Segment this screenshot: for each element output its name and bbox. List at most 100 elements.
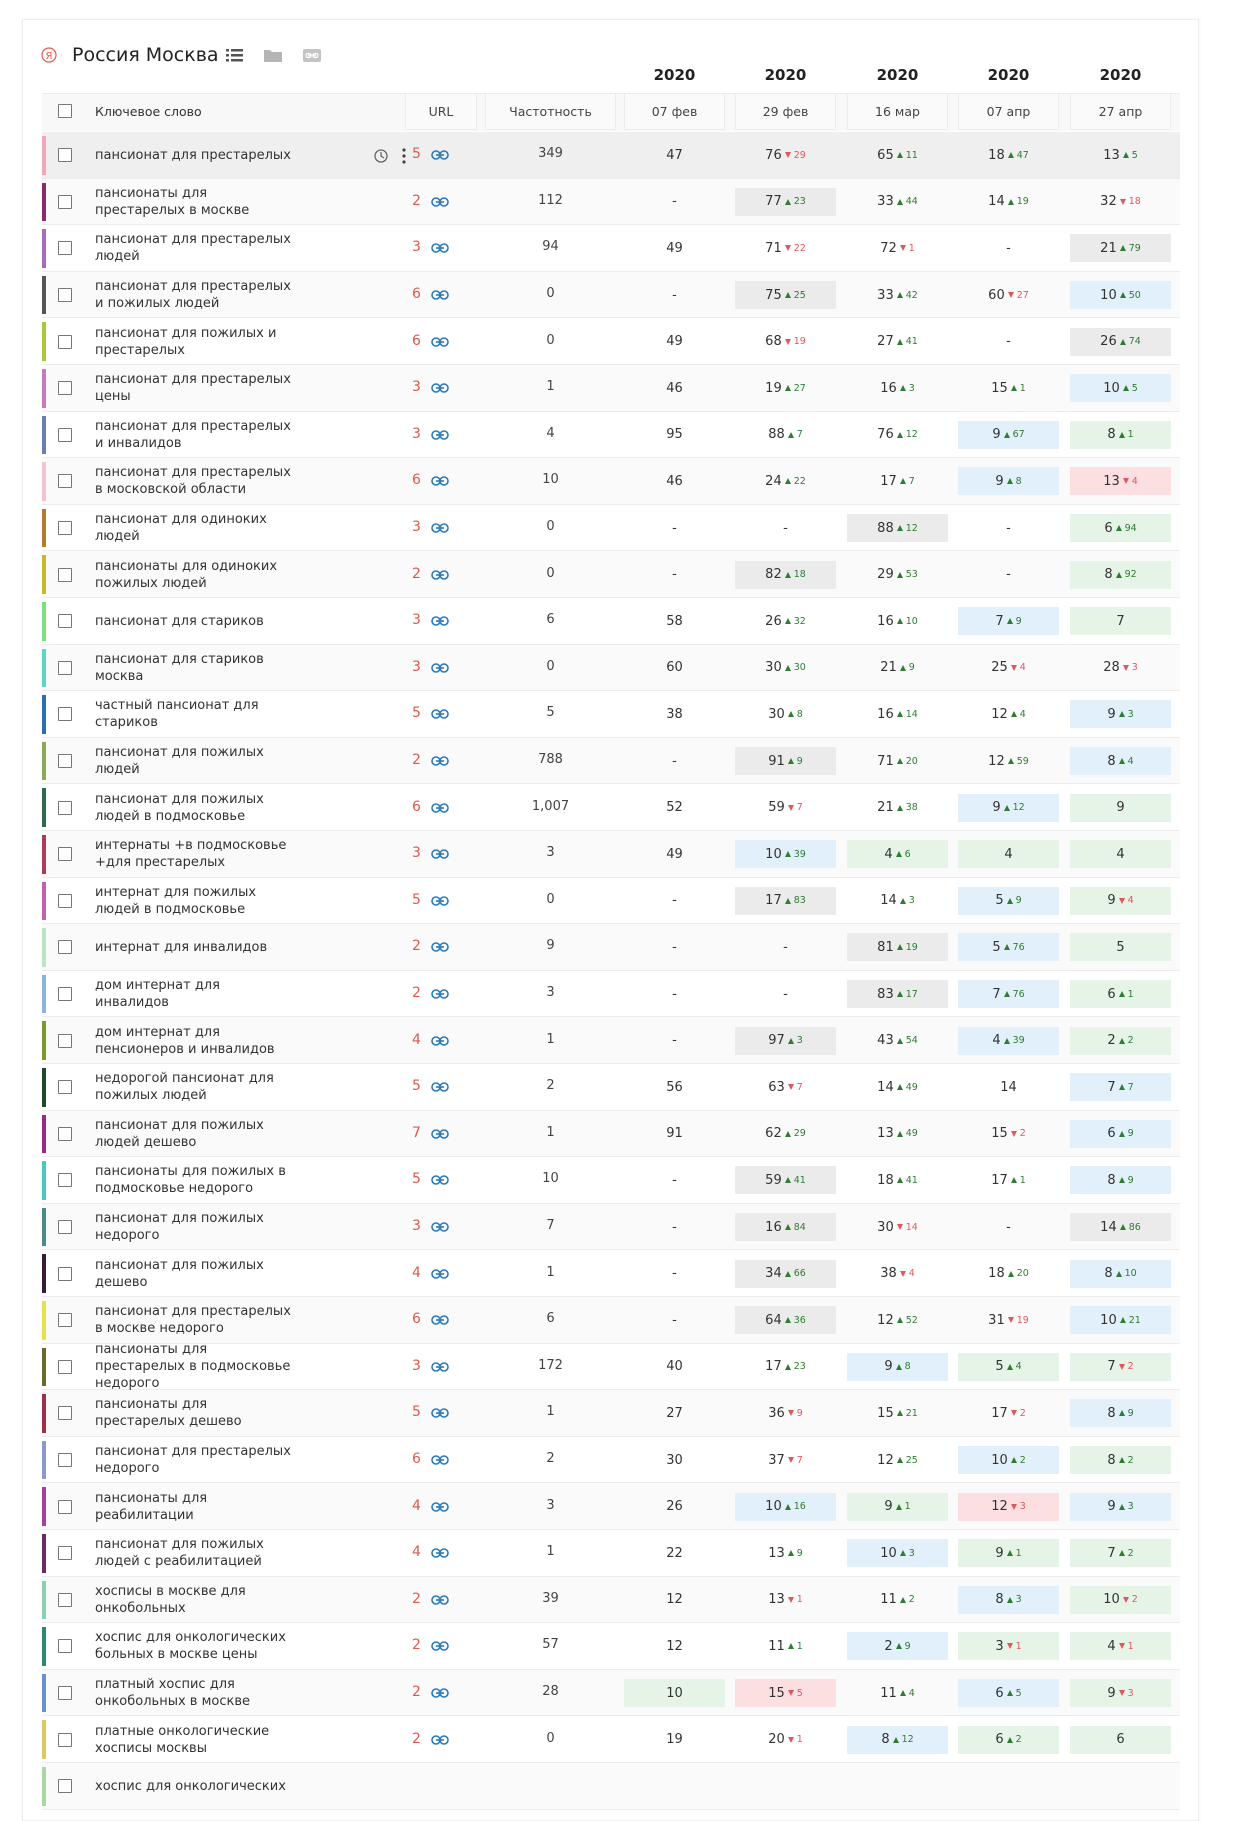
table-row[interactable]: пансионат для престарелых 5 349 47 76 29 65 11 1… bbox=[42, 132, 1180, 179]
url-count[interactable]: 5 bbox=[412, 891, 421, 908]
row-checkbox[interactable] bbox=[58, 521, 72, 536]
url-count[interactable]: 4 bbox=[412, 1497, 421, 1514]
link-icon[interactable] bbox=[431, 1501, 449, 1513]
link-icon[interactable] bbox=[431, 662, 449, 674]
frequency-header[interactable]: Частотность bbox=[485, 93, 616, 130]
table-row[interactable]: интернат для инвалидов 2 9 - - 81 19 5 76 5 bbox=[42, 924, 1180, 971]
date-header[interactable]: 16 мар bbox=[847, 93, 948, 130]
url-count[interactable]: 5 bbox=[412, 1078, 421, 1095]
table-row[interactable]: пансионаты для реабилитации 4 3 26 10 16 9 1 12 3… bbox=[42, 1483, 1180, 1530]
table-row[interactable]: пансионат для престарелых цены 3 1 46 19 27 16… bbox=[42, 365, 1180, 412]
link-icon[interactable] bbox=[431, 895, 449, 907]
table-row[interactable]: дом интернат для инвалидов 2 3 - - 83 17 7 76 6 1 bbox=[42, 970, 1180, 1018]
url-count[interactable]: 3 bbox=[412, 845, 421, 862]
row-checkbox[interactable] bbox=[58, 1266, 72, 1281]
table-row[interactable]: пансионат для пожилых и престарелых 6 0 49 6… bbox=[42, 318, 1180, 365]
url-count[interactable]: 3 bbox=[412, 1357, 421, 1374]
row-checkbox[interactable] bbox=[58, 474, 72, 489]
row-checkbox[interactable] bbox=[58, 847, 72, 862]
link-icon[interactable] bbox=[431, 941, 449, 953]
row-checkbox[interactable] bbox=[58, 1499, 72, 1514]
row-checkbox[interactable] bbox=[58, 148, 72, 163]
row-checkbox[interactable] bbox=[58, 1126, 72, 1141]
url-count[interactable]: 6 bbox=[412, 1451, 421, 1468]
url-count[interactable]: 3 bbox=[412, 1218, 421, 1235]
link-icon[interactable] bbox=[431, 1594, 449, 1606]
row-checkbox[interactable] bbox=[58, 381, 72, 396]
date-header[interactable]: 27 апр bbox=[1070, 93, 1171, 130]
url-count[interactable]: 2 bbox=[412, 985, 421, 1002]
url-count[interactable]: 2 bbox=[412, 1684, 421, 1701]
url-count[interactable]: 2 bbox=[412, 565, 421, 582]
row-checkbox[interactable] bbox=[58, 614, 72, 629]
url-count[interactable]: 5 bbox=[412, 1171, 421, 1188]
url-count[interactable]: 3 bbox=[412, 612, 421, 629]
link-icon[interactable] bbox=[431, 475, 449, 487]
url-count[interactable]: 3 bbox=[412, 425, 421, 442]
table-row[interactable]: пансионаты для пожилых в подмосковье нед… bbox=[42, 1157, 1180, 1204]
url-count[interactable]: 2 bbox=[412, 192, 421, 209]
row-checkbox[interactable] bbox=[58, 1639, 72, 1654]
url-header[interactable]: URL bbox=[405, 93, 477, 130]
row-checkbox[interactable] bbox=[58, 1453, 72, 1468]
link-icon[interactable] bbox=[431, 1314, 449, 1326]
url-count[interactable]: 3 bbox=[412, 519, 421, 536]
link-icon[interactable] bbox=[431, 1687, 449, 1699]
row-checkbox[interactable] bbox=[58, 1080, 72, 1095]
url-count[interactable]: 2 bbox=[412, 1637, 421, 1654]
row-checkbox[interactable] bbox=[58, 1173, 72, 1188]
row-checkbox[interactable] bbox=[58, 1686, 72, 1701]
table-row[interactable]: пансионаты для престарелых в подмосковье… bbox=[42, 1342, 1180, 1391]
row-checkbox[interactable] bbox=[58, 1546, 72, 1561]
table-row[interactable]: пансионат для престарелых и инвалидов 3 4 9… bbox=[42, 411, 1180, 459]
row-checkbox[interactable] bbox=[58, 800, 72, 815]
url-count[interactable]: 4 bbox=[412, 1264, 421, 1281]
link-icon[interactable] bbox=[431, 1407, 449, 1419]
link-icon[interactable] bbox=[431, 522, 449, 534]
link-icon[interactable] bbox=[431, 1174, 449, 1186]
table-row[interactable]: дом интернат для пенсионеров и инвалидов… bbox=[42, 1017, 1180, 1064]
table-row[interactable]: пансионат для пожилых людей в подмосковь… bbox=[42, 784, 1180, 831]
link-icon[interactable] bbox=[431, 196, 449, 208]
table-row[interactable]: пансионат для пожилых недорого 3 7-16 84 30 1… bbox=[42, 1203, 1180, 1251]
row-checkbox[interactable] bbox=[58, 1779, 72, 1794]
table-row[interactable]: пансионат для пожилых дешево 4 1 - 34 66 38 4 18… bbox=[42, 1250, 1180, 1297]
link-icon[interactable] bbox=[431, 615, 449, 627]
link-icon[interactable] bbox=[431, 336, 449, 348]
table-row[interactable]: пансионат для стариков москва 3 0 60 30 30 21 9… bbox=[42, 644, 1180, 692]
row-checkbox[interactable] bbox=[58, 1359, 72, 1374]
link-icon[interactable] bbox=[431, 1734, 449, 1746]
table-row[interactable]: пансионат для одиноких людей 3 0 - - 88 12 - 6 94 bbox=[42, 504, 1180, 552]
table-row[interactable]: пансионат для престарелых людей 3 94 49 71 22… bbox=[42, 225, 1180, 272]
link-icon[interactable] bbox=[431, 1268, 449, 1280]
table-row[interactable]: пансионаты для престарелых в москве 2 112 -… bbox=[42, 178, 1180, 226]
link-icon[interactable] bbox=[431, 848, 449, 860]
url-count[interactable]: 3 bbox=[412, 658, 421, 675]
link-icon[interactable] bbox=[431, 1547, 449, 1559]
url-count[interactable]: 6 bbox=[412, 798, 421, 815]
url-count[interactable]: 5 bbox=[412, 1404, 421, 1421]
url-count[interactable]: 6 bbox=[412, 286, 421, 303]
row-actions[interactable] bbox=[373, 147, 409, 165]
link-icon[interactable] bbox=[431, 1221, 449, 1233]
url-count[interactable]: 4 bbox=[412, 1544, 421, 1561]
row-checkbox[interactable] bbox=[58, 1313, 72, 1328]
select-all-checkbox[interactable] bbox=[58, 104, 72, 118]
table-row[interactable]: хоспис для онкологических больных в моск… bbox=[42, 1623, 1180, 1670]
url-count[interactable]: 6 bbox=[412, 332, 421, 349]
date-header[interactable]: 29 фев bbox=[735, 93, 836, 130]
link-icon[interactable] bbox=[431, 1128, 449, 1140]
url-count[interactable]: 2 bbox=[412, 938, 421, 955]
url-count[interactable]: 3 bbox=[412, 239, 421, 256]
table-row[interactable]: хоспис для онкологических bbox=[42, 1763, 1180, 1810]
url-count[interactable]: 2 bbox=[412, 1730, 421, 1747]
link-icon[interactable] bbox=[431, 988, 449, 1000]
row-checkbox[interactable] bbox=[58, 754, 72, 769]
link-icon[interactable] bbox=[431, 289, 449, 301]
list-icon[interactable] bbox=[226, 48, 244, 62]
link-icon[interactable] bbox=[431, 569, 449, 581]
folder-icon[interactable] bbox=[263, 47, 283, 63]
date-header[interactable]: 07 апр bbox=[958, 93, 1059, 130]
url-count[interactable]: 4 bbox=[412, 1031, 421, 1048]
link-icon[interactable] bbox=[431, 242, 449, 254]
